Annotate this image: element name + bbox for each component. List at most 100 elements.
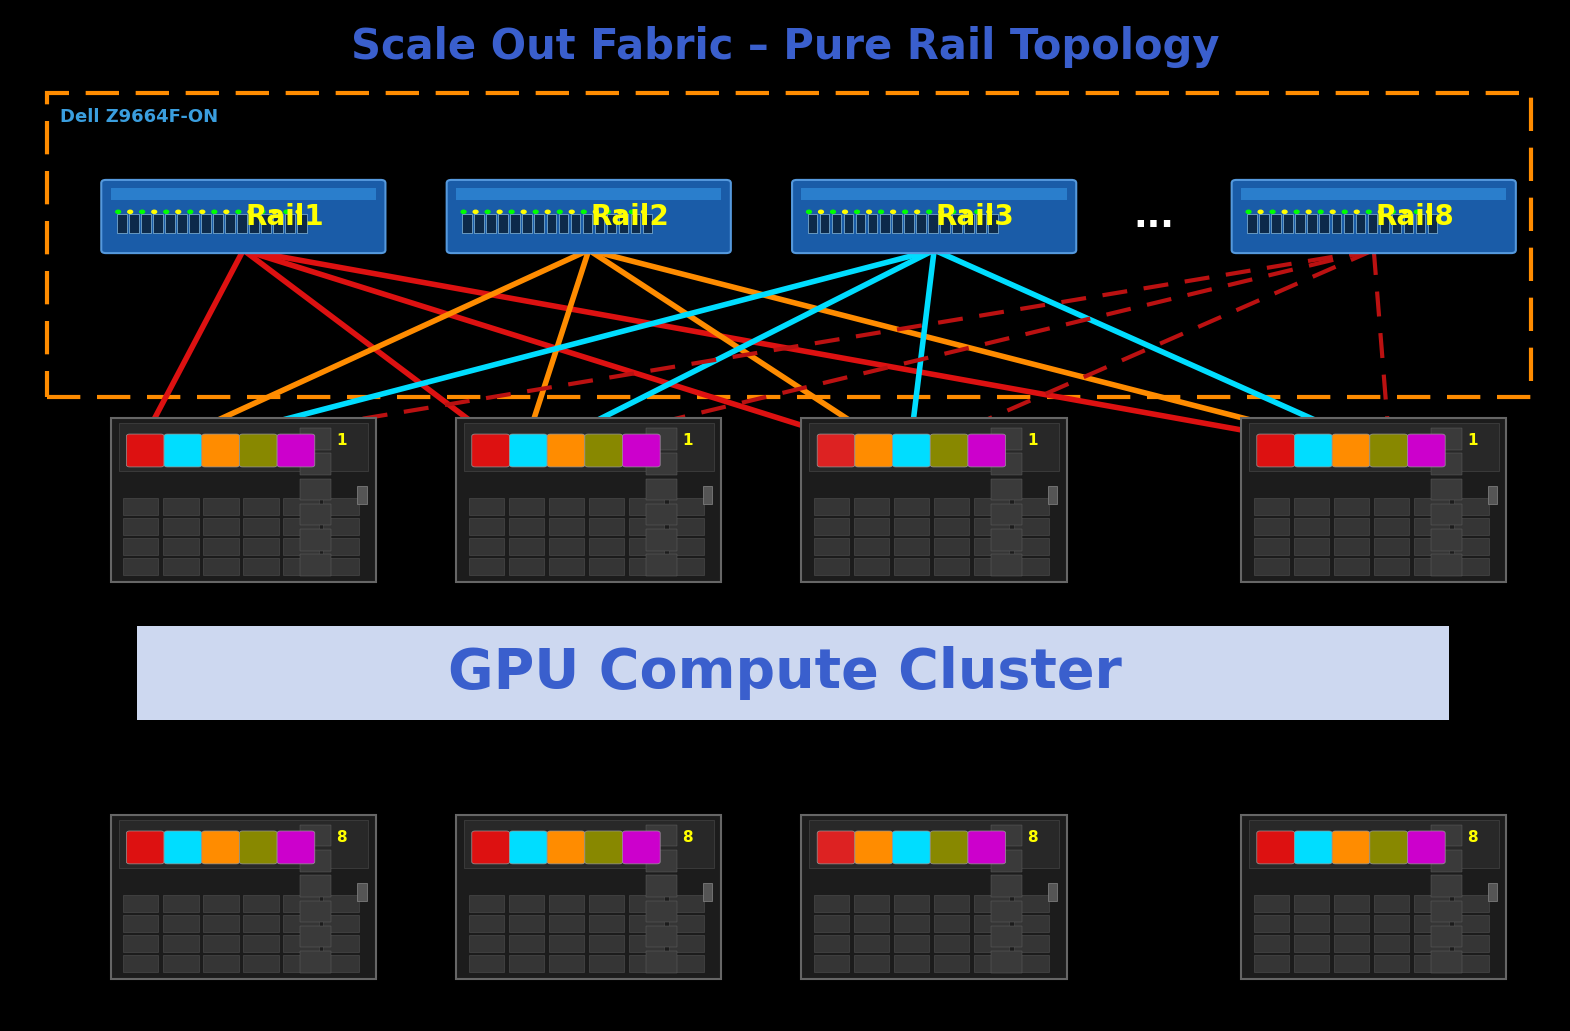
FancyBboxPatch shape <box>645 901 677 922</box>
FancyBboxPatch shape <box>276 831 314 864</box>
FancyBboxPatch shape <box>300 926 331 947</box>
Circle shape <box>509 210 513 213</box>
FancyBboxPatch shape <box>934 935 969 952</box>
FancyBboxPatch shape <box>813 518 849 535</box>
FancyBboxPatch shape <box>801 814 1068 979</box>
FancyBboxPatch shape <box>1413 498 1449 514</box>
FancyBboxPatch shape <box>523 214 532 233</box>
FancyBboxPatch shape <box>973 955 1010 971</box>
FancyBboxPatch shape <box>548 955 584 971</box>
FancyBboxPatch shape <box>243 935 278 952</box>
FancyBboxPatch shape <box>628 518 664 535</box>
FancyBboxPatch shape <box>816 831 854 864</box>
FancyBboxPatch shape <box>1014 558 1049 574</box>
FancyBboxPatch shape <box>1294 434 1331 467</box>
FancyBboxPatch shape <box>1047 486 1058 504</box>
FancyBboxPatch shape <box>201 434 239 467</box>
Circle shape <box>570 210 575 213</box>
FancyBboxPatch shape <box>854 538 889 555</box>
FancyBboxPatch shape <box>801 188 1068 200</box>
FancyBboxPatch shape <box>1247 214 1258 233</box>
FancyBboxPatch shape <box>1407 831 1444 864</box>
FancyBboxPatch shape <box>1454 914 1488 932</box>
Text: 8: 8 <box>336 830 347 845</box>
Circle shape <box>1355 210 1360 213</box>
FancyBboxPatch shape <box>589 518 623 535</box>
FancyBboxPatch shape <box>300 428 331 450</box>
FancyBboxPatch shape <box>703 486 711 504</box>
FancyBboxPatch shape <box>122 935 159 952</box>
Text: 1: 1 <box>1466 433 1477 448</box>
FancyBboxPatch shape <box>1413 955 1449 971</box>
FancyBboxPatch shape <box>323 914 358 932</box>
FancyBboxPatch shape <box>509 498 543 514</box>
Circle shape <box>127 210 132 213</box>
Text: 8: 8 <box>681 830 692 845</box>
FancyBboxPatch shape <box>589 914 623 932</box>
Circle shape <box>915 210 920 213</box>
FancyBboxPatch shape <box>1331 214 1341 233</box>
FancyBboxPatch shape <box>283 558 319 574</box>
FancyBboxPatch shape <box>163 935 198 952</box>
FancyBboxPatch shape <box>300 851 331 872</box>
FancyBboxPatch shape <box>1294 498 1328 514</box>
FancyBboxPatch shape <box>934 914 969 932</box>
FancyBboxPatch shape <box>204 914 239 932</box>
FancyBboxPatch shape <box>991 428 1022 450</box>
FancyBboxPatch shape <box>243 518 278 535</box>
FancyBboxPatch shape <box>487 214 496 233</box>
FancyBboxPatch shape <box>1430 901 1462 922</box>
FancyBboxPatch shape <box>468 518 504 535</box>
Circle shape <box>1427 210 1432 213</box>
FancyBboxPatch shape <box>807 214 818 233</box>
FancyBboxPatch shape <box>1319 214 1330 233</box>
Text: Rail8: Rail8 <box>1375 202 1454 231</box>
FancyBboxPatch shape <box>1248 423 1498 471</box>
FancyBboxPatch shape <box>1334 518 1369 535</box>
FancyBboxPatch shape <box>1253 895 1289 911</box>
FancyBboxPatch shape <box>645 952 677 973</box>
FancyBboxPatch shape <box>895 895 929 911</box>
FancyBboxPatch shape <box>204 518 239 535</box>
FancyBboxPatch shape <box>622 434 659 467</box>
FancyBboxPatch shape <box>204 558 239 574</box>
Circle shape <box>1378 210 1383 213</box>
FancyBboxPatch shape <box>1355 214 1366 233</box>
Circle shape <box>879 210 884 213</box>
Circle shape <box>140 210 144 213</box>
FancyBboxPatch shape <box>163 434 201 467</box>
FancyBboxPatch shape <box>1294 558 1328 574</box>
FancyBboxPatch shape <box>323 518 358 535</box>
FancyBboxPatch shape <box>137 626 1449 720</box>
FancyBboxPatch shape <box>323 935 358 952</box>
FancyBboxPatch shape <box>1374 935 1408 952</box>
FancyBboxPatch shape <box>1334 914 1369 932</box>
FancyBboxPatch shape <box>967 831 1005 864</box>
FancyBboxPatch shape <box>446 179 730 253</box>
FancyBboxPatch shape <box>239 434 276 467</box>
FancyBboxPatch shape <box>468 538 504 555</box>
Circle shape <box>261 210 265 213</box>
FancyBboxPatch shape <box>204 538 239 555</box>
FancyBboxPatch shape <box>1240 188 1506 200</box>
Circle shape <box>176 210 181 213</box>
FancyBboxPatch shape <box>895 935 929 952</box>
FancyBboxPatch shape <box>509 558 543 574</box>
FancyBboxPatch shape <box>1380 214 1389 233</box>
Text: Rail2: Rail2 <box>590 202 669 231</box>
FancyBboxPatch shape <box>991 478 1022 500</box>
FancyBboxPatch shape <box>300 555 331 575</box>
FancyBboxPatch shape <box>548 498 584 514</box>
FancyBboxPatch shape <box>589 558 623 574</box>
FancyBboxPatch shape <box>1374 498 1408 514</box>
FancyBboxPatch shape <box>973 914 1010 932</box>
FancyBboxPatch shape <box>854 955 889 971</box>
FancyBboxPatch shape <box>1331 434 1369 467</box>
FancyBboxPatch shape <box>474 214 484 233</box>
FancyBboxPatch shape <box>465 821 713 868</box>
Circle shape <box>188 210 193 213</box>
FancyBboxPatch shape <box>300 952 331 973</box>
FancyBboxPatch shape <box>929 434 967 467</box>
FancyBboxPatch shape <box>1331 831 1369 864</box>
Circle shape <box>236 210 240 213</box>
